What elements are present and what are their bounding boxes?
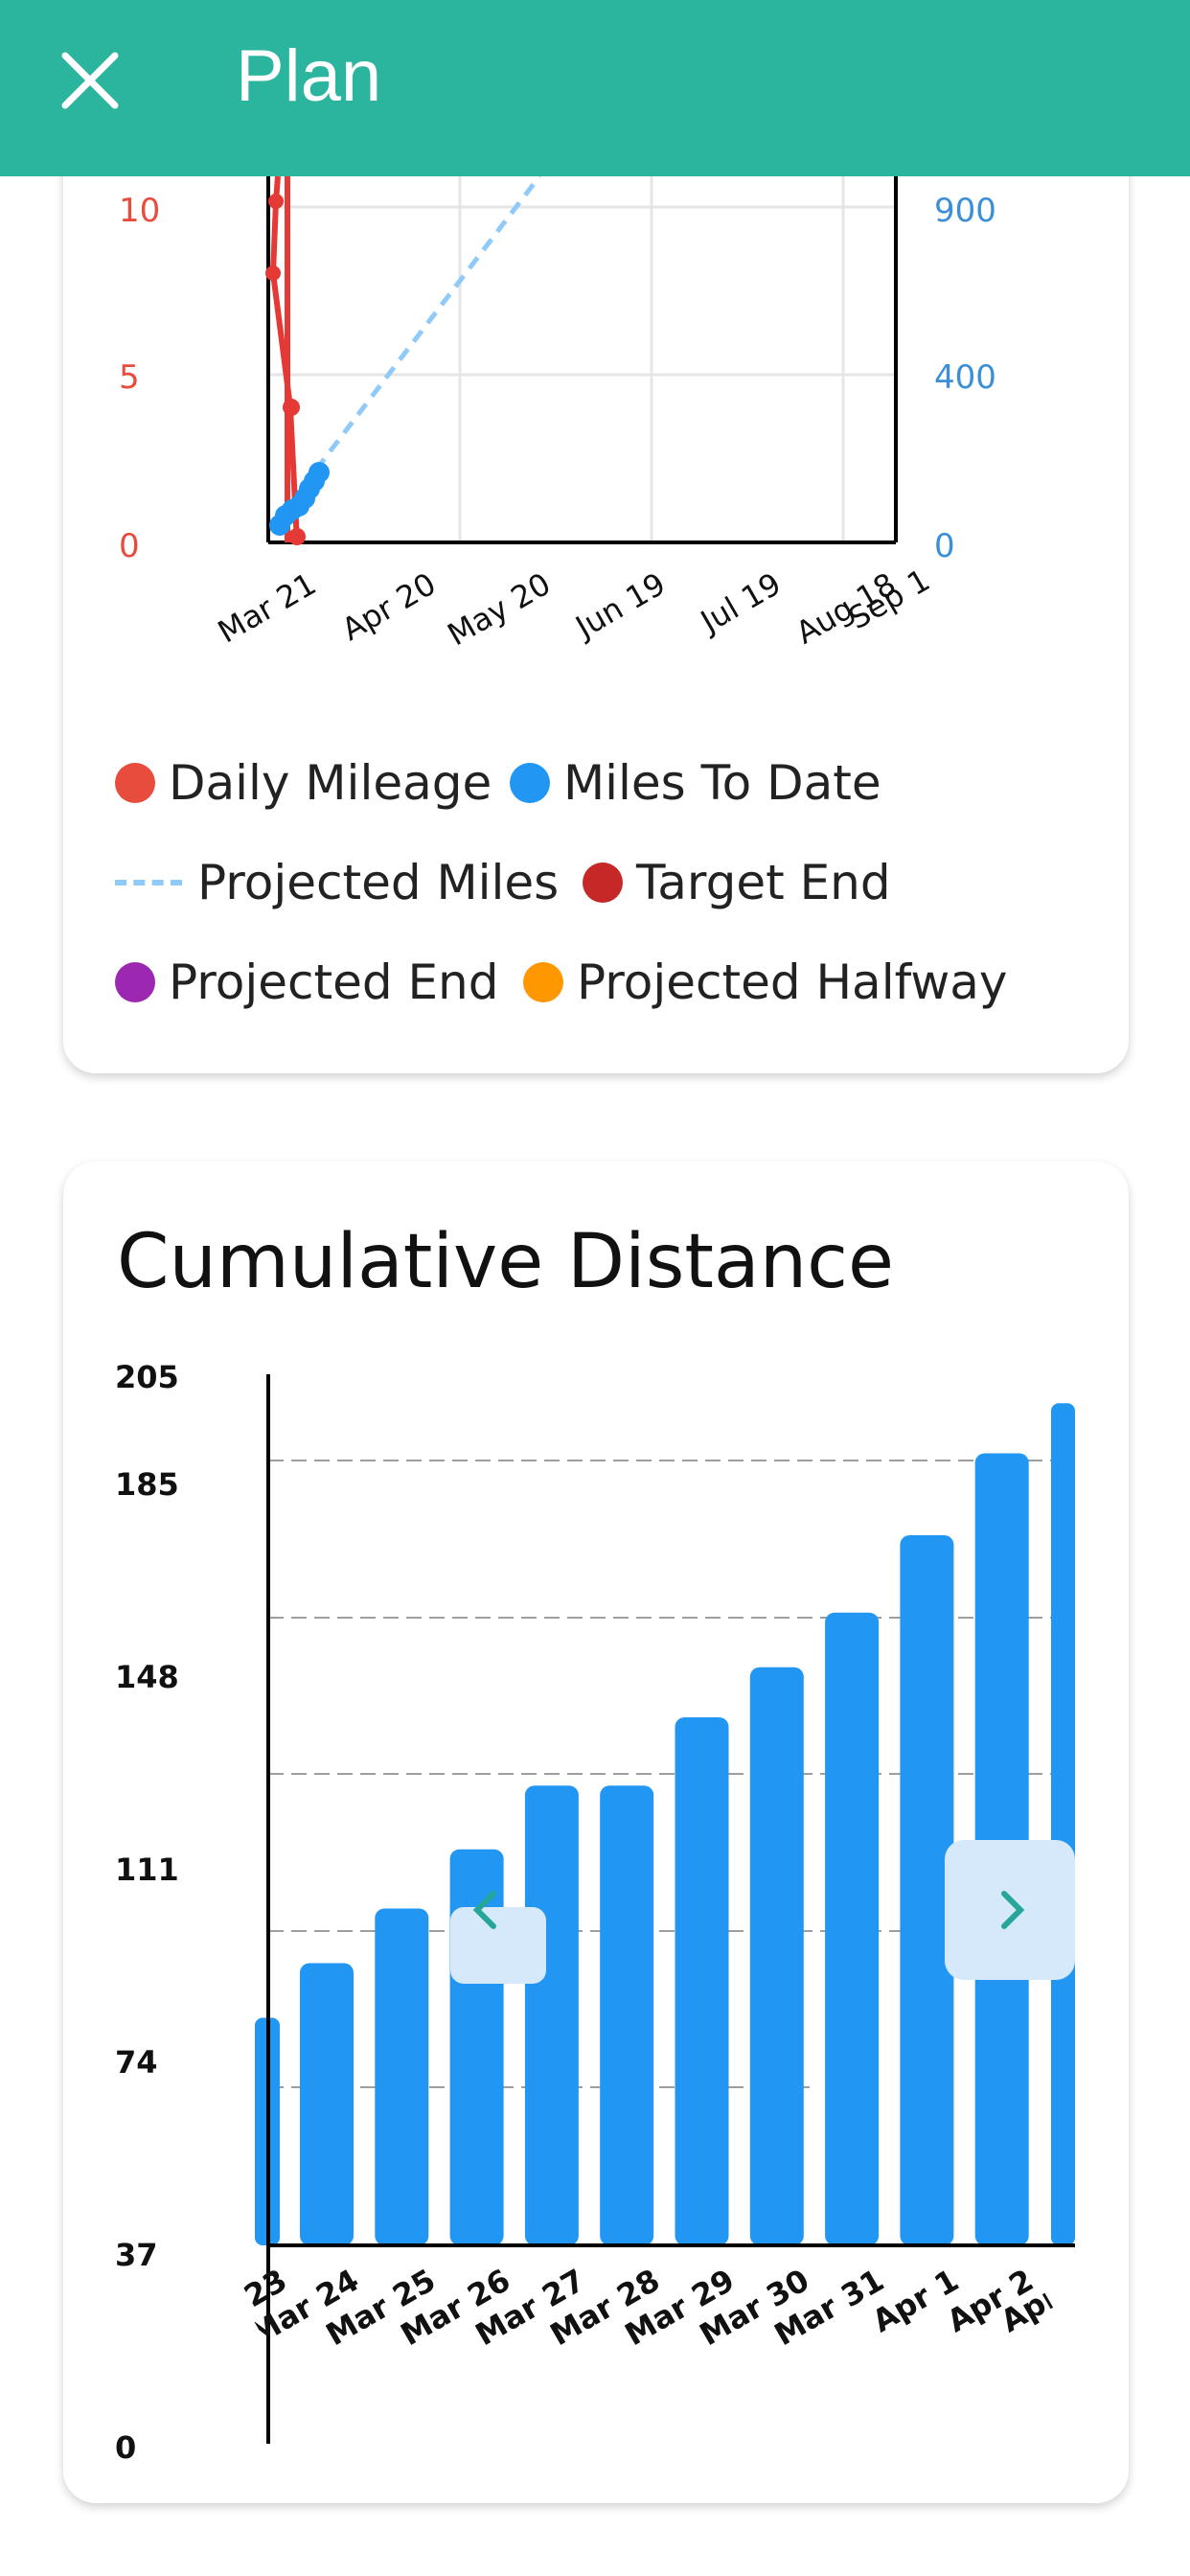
legend-label: Projected End <box>169 954 499 1010</box>
legend-miles-to-date[interactable]: Miles To Date <box>510 755 881 811</box>
prev-page-button[interactable] <box>450 1891 546 1984</box>
legend-projected-end[interactable]: Projected End <box>115 954 498 1010</box>
app-bar: Plan <box>0 0 1190 176</box>
legend-dash-icon <box>115 880 182 886</box>
y-tick: 74 <box>115 2044 158 2081</box>
y-right-tick: 900 <box>934 192 996 230</box>
legend-label: Miles To Date <box>563 755 881 811</box>
y-left-tick: 5 <box>119 358 140 397</box>
legend-dot-icon <box>523 962 563 1002</box>
legend-label: Projected Halfway <box>577 954 1008 1010</box>
legend-dot-icon <box>115 962 155 1002</box>
page-title: Plan <box>236 35 382 117</box>
legend-label: Target End <box>636 855 891 910</box>
legend-dot-icon <box>510 763 550 803</box>
bar <box>749 1667 804 2245</box>
legend-target-end[interactable]: Target End <box>583 855 891 910</box>
y-tick: 185 <box>115 1466 179 1503</box>
next-page-button[interactable] <box>945 1840 1075 1980</box>
y-tick: 111 <box>115 1852 179 1888</box>
daily-point <box>265 265 281 281</box>
legend-dot-icon <box>115 763 155 803</box>
bar <box>1051 1403 1075 2245</box>
projected-miles-line <box>314 174 541 472</box>
y-tick: 0 <box>115 2429 137 2466</box>
daily-mileage-series <box>265 175 306 545</box>
daily-point <box>288 528 306 545</box>
y-left-tick: 10 <box>119 192 161 230</box>
daily-point <box>283 399 300 416</box>
bar <box>600 1785 654 2245</box>
y-right-tick: 0 <box>934 527 955 565</box>
legend-label: Daily Mileage <box>169 755 492 811</box>
chart-title: Cumulative Distance <box>117 1219 895 1305</box>
legend-daily-mileage[interactable]: Daily Mileage <box>115 755 492 811</box>
bar <box>524 1785 579 2245</box>
daily-point <box>268 194 284 209</box>
progress-chart-card <box>63 105 1129 1073</box>
bar <box>300 1963 354 2245</box>
legend-projected-halfway[interactable]: Projected Halfway <box>523 954 1007 1010</box>
y-tick: 37 <box>115 2237 158 2273</box>
bar <box>900 1535 954 2245</box>
legend-label: Projected Miles <box>197 855 560 910</box>
chevron-right-icon <box>1001 1891 1025 1929</box>
close-icon[interactable] <box>56 46 125 115</box>
legend-dot-icon <box>583 862 623 903</box>
y-tick: 148 <box>115 1659 179 1695</box>
bar <box>375 1908 429 2245</box>
miles-to-date-series <box>269 462 330 536</box>
y-tick: 205 <box>115 1359 179 1395</box>
y-right-tick: 400 <box>934 358 996 397</box>
y-left-tick: 0 <box>119 527 140 565</box>
bar <box>825 1612 880 2245</box>
legend-projected-miles[interactable]: Projected Miles <box>115 855 559 910</box>
chevron-left-icon <box>472 1891 496 1929</box>
bar <box>675 1717 729 2245</box>
progress-line-chart <box>265 174 898 545</box>
